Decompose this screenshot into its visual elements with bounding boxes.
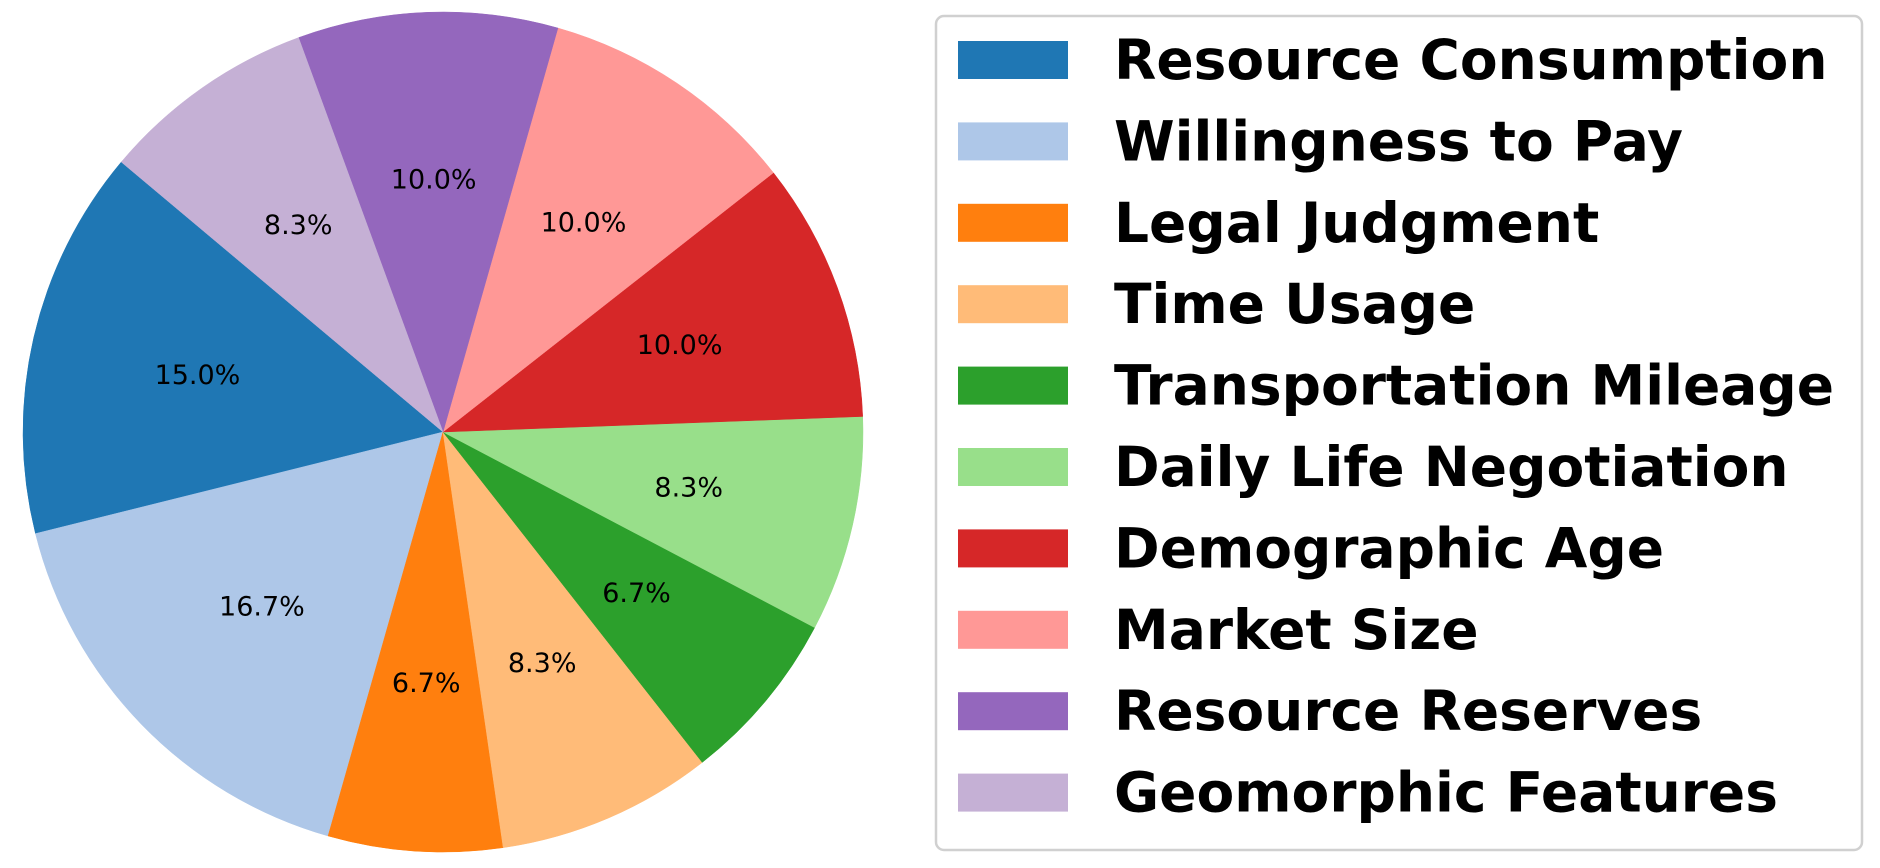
legend-swatch [958, 41, 1068, 79]
slice-percent-label: 16.7% [219, 592, 305, 623]
legend-entry: Market Size [958, 598, 1479, 662]
legend-entry: Legal Judgment [958, 191, 1599, 255]
pie-slice-market-size [442, 27, 774, 433]
legend-label: Time Usage [1114, 272, 1475, 336]
slice-percent-label: 6.7% [392, 668, 461, 699]
legend-swatch [958, 122, 1068, 161]
legend-label: Transportation Mileage [1114, 354, 1834, 418]
pie [22, 11, 864, 853]
slice-percent-label: 8.3% [654, 472, 723, 503]
legend-label: Legal Judgment [1114, 191, 1599, 255]
slice-percent-label: 6.7% [602, 578, 671, 609]
legend-entry: Daily Life Negotiation [958, 435, 1789, 499]
pie-slice-resource-consumption [22, 161, 444, 534]
legend-label: Daily Life Negotiation [1114, 435, 1789, 499]
pie-slice-geomorphic-features [120, 37, 444, 433]
legend-swatch [958, 610, 1068, 649]
legend-entry: Willingness to Pay [958, 109, 1683, 173]
legend-label: Resource Consumption [1114, 28, 1827, 92]
slice-percent-label: 15.0% [155, 360, 241, 391]
pie-slice-time-usage [442, 431, 703, 848]
legend-swatch [958, 203, 1068, 242]
pie-slice-daily-life-negotiation [442, 416, 864, 628]
legend-items: Resource Consumption Willingness to Pay Le… [958, 28, 1834, 825]
slice-percent-labels: 15.0% 16.7% 6.7% 8.3% 6.7% 8.3% 10.0% 10.0% 10.0… [155, 165, 723, 699]
legend-entry: Resource Reserves [958, 679, 1702, 743]
legend-swatch [958, 692, 1068, 731]
legend-entry: Transportation Mileage [958, 354, 1834, 418]
slice-percent-label: 8.3% [264, 210, 333, 241]
slice-percent-label: 8.3% [508, 648, 577, 679]
legend-label: Willingness to Pay [1114, 109, 1683, 173]
legend: Resource Consumption Willingness to Pay Le… [934, 14, 1864, 852]
legend-frame [934, 14, 1864, 852]
legend-entry: Demographic Age [958, 516, 1664, 580]
pie-slice-legal-judgment [327, 431, 504, 853]
legend-entry: Geomorphic Features [958, 761, 1778, 825]
legend-swatch [958, 448, 1068, 486]
legend-entry: Time Usage [958, 272, 1475, 336]
slice-percent-label: 10.0% [541, 207, 627, 238]
legend-swatch [958, 285, 1068, 324]
legend-label: Demographic Age [1114, 516, 1664, 580]
legend-entry: Resource Consumption [958, 28, 1827, 92]
slice-percent-label: 10.0% [391, 165, 477, 196]
pie-slice-willingness-to-pay [35, 431, 444, 837]
pie-slice-demographic-age [442, 172, 863, 433]
slice-percent-label: 10.0% [637, 330, 723, 361]
pie-slice-transportation-mileage [442, 431, 815, 763]
legend-label: Geomorphic Features [1114, 761, 1778, 825]
legend-label: Resource Reserves [1114, 679, 1702, 743]
legend-label: Market Size [1114, 598, 1479, 662]
pie-slice-resource-reserves [298, 11, 559, 433]
legend-swatch [958, 366, 1068, 405]
legend-swatch [958, 773, 1068, 812]
legend-swatch [958, 529, 1068, 568]
